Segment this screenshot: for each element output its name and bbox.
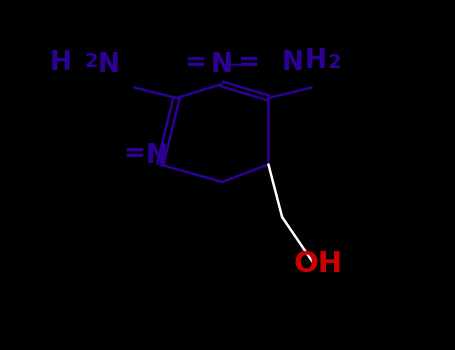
Text: H: H [305,48,327,74]
Text: =: = [185,50,207,76]
Text: 2: 2 [328,54,341,72]
Text: =: = [123,141,145,167]
Text: N: N [211,52,233,78]
Text: OH: OH [294,250,343,278]
Text: =: = [237,50,259,76]
Text: 2: 2 [84,52,98,71]
Text: N: N [146,143,168,169]
Text: N: N [98,52,120,78]
Text: N: N [281,50,303,76]
Text: H: H [50,50,72,76]
